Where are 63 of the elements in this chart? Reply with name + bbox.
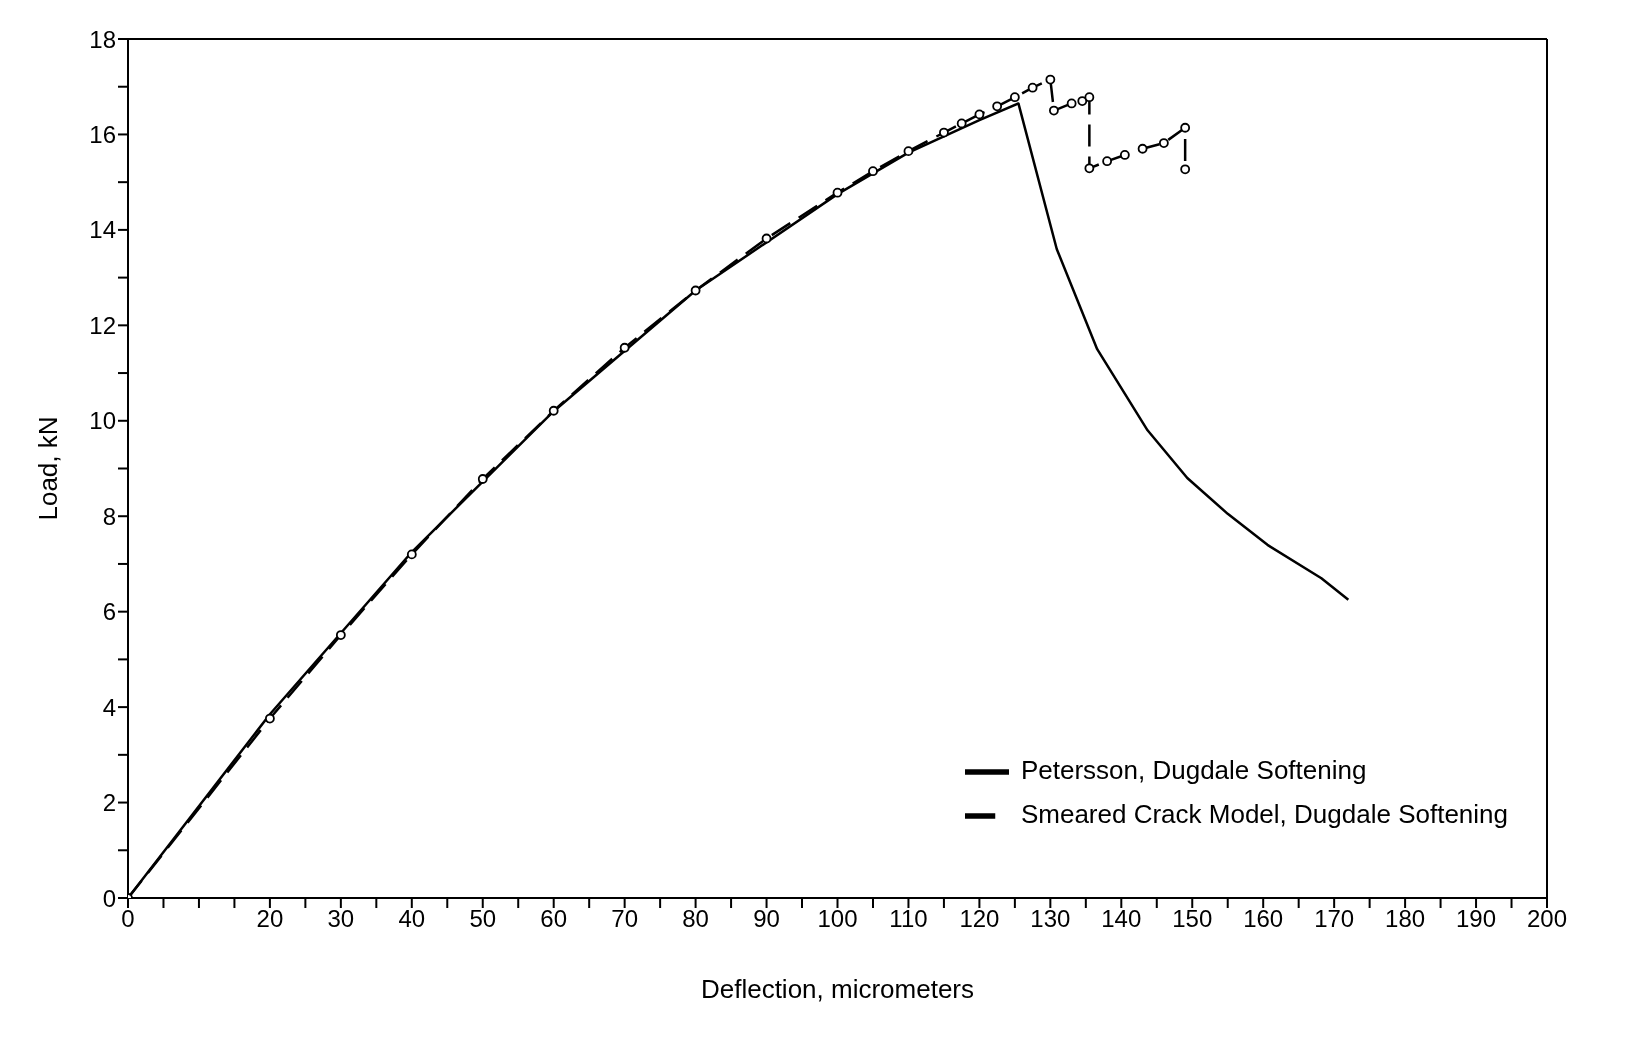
point [548,405,559,416]
point [1027,82,1038,93]
x-axis-title: Deflection, micrometers [700,974,975,1004]
y-tick-label: 2 [102,789,116,817]
point [1084,92,1095,103]
point [1049,105,1059,116]
point [1180,164,1191,175]
point [1045,74,1056,85]
x-tick-label: 20 [256,905,284,933]
point [903,146,914,157]
x-tick-label: 130 [1030,905,1071,933]
x-tick-label: 80 [682,905,709,933]
point [335,630,346,640]
point [477,474,488,484]
x-tick-label: 50 [469,905,497,933]
x-tick-label: 110 [889,905,928,933]
y-tick-label: 8 [102,502,116,530]
point [939,127,949,138]
y-tick-label: 12 [89,311,116,339]
x-tick-label: 120 [959,905,1000,933]
x-tick-label: 200 [1526,905,1568,933]
x-tick-label: 140 [1101,905,1142,933]
legend-label: Petersson, Dugdale Softening [1020,754,1367,785]
x-tick-label: 60 [540,905,568,933]
point [1180,122,1191,133]
y-tick-label: 6 [102,598,116,626]
x-tick-label: 100 [817,905,858,933]
x-tick-label: 150 [1172,905,1213,933]
y-tick-label: 18 [89,25,116,53]
point [761,233,772,244]
point [992,101,1003,112]
point [265,713,275,724]
x-tick-label: 160 [1243,905,1284,933]
legend-label: Smeared Crack Model, Dugdale Softening [1020,798,1508,829]
point [1084,163,1095,174]
x-tick-label: 180 [1385,905,1426,933]
point [974,109,985,120]
point [1119,150,1130,160]
point [832,187,843,198]
point [1158,138,1169,148]
x-tick-label: 90 [753,905,780,933]
point [956,118,967,129]
y-tick-label: 0 [102,884,116,912]
y-tick-label: 14 [89,216,116,244]
x-tick-label: 40 [398,905,426,933]
y-tick-label: 16 [89,120,116,148]
point [1077,96,1088,106]
y-tick-label: 10 [89,407,116,435]
point [1137,143,1148,154]
point [1066,98,1077,109]
x-tick-label: 0 [121,905,135,933]
point [868,166,878,177]
point [1009,92,1020,103]
point [619,342,630,353]
x-tick-label: 190 [1456,905,1497,933]
x-tick-label: 70 [611,905,638,933]
y-axis-title: Load, kN [33,416,64,521]
x-tick-label: 30 [327,905,355,933]
y-tick-label: 4 [102,693,116,721]
point [1102,156,1113,167]
point [690,285,701,296]
x-tick-label: 170 [1314,905,1355,933]
point [406,549,417,560]
